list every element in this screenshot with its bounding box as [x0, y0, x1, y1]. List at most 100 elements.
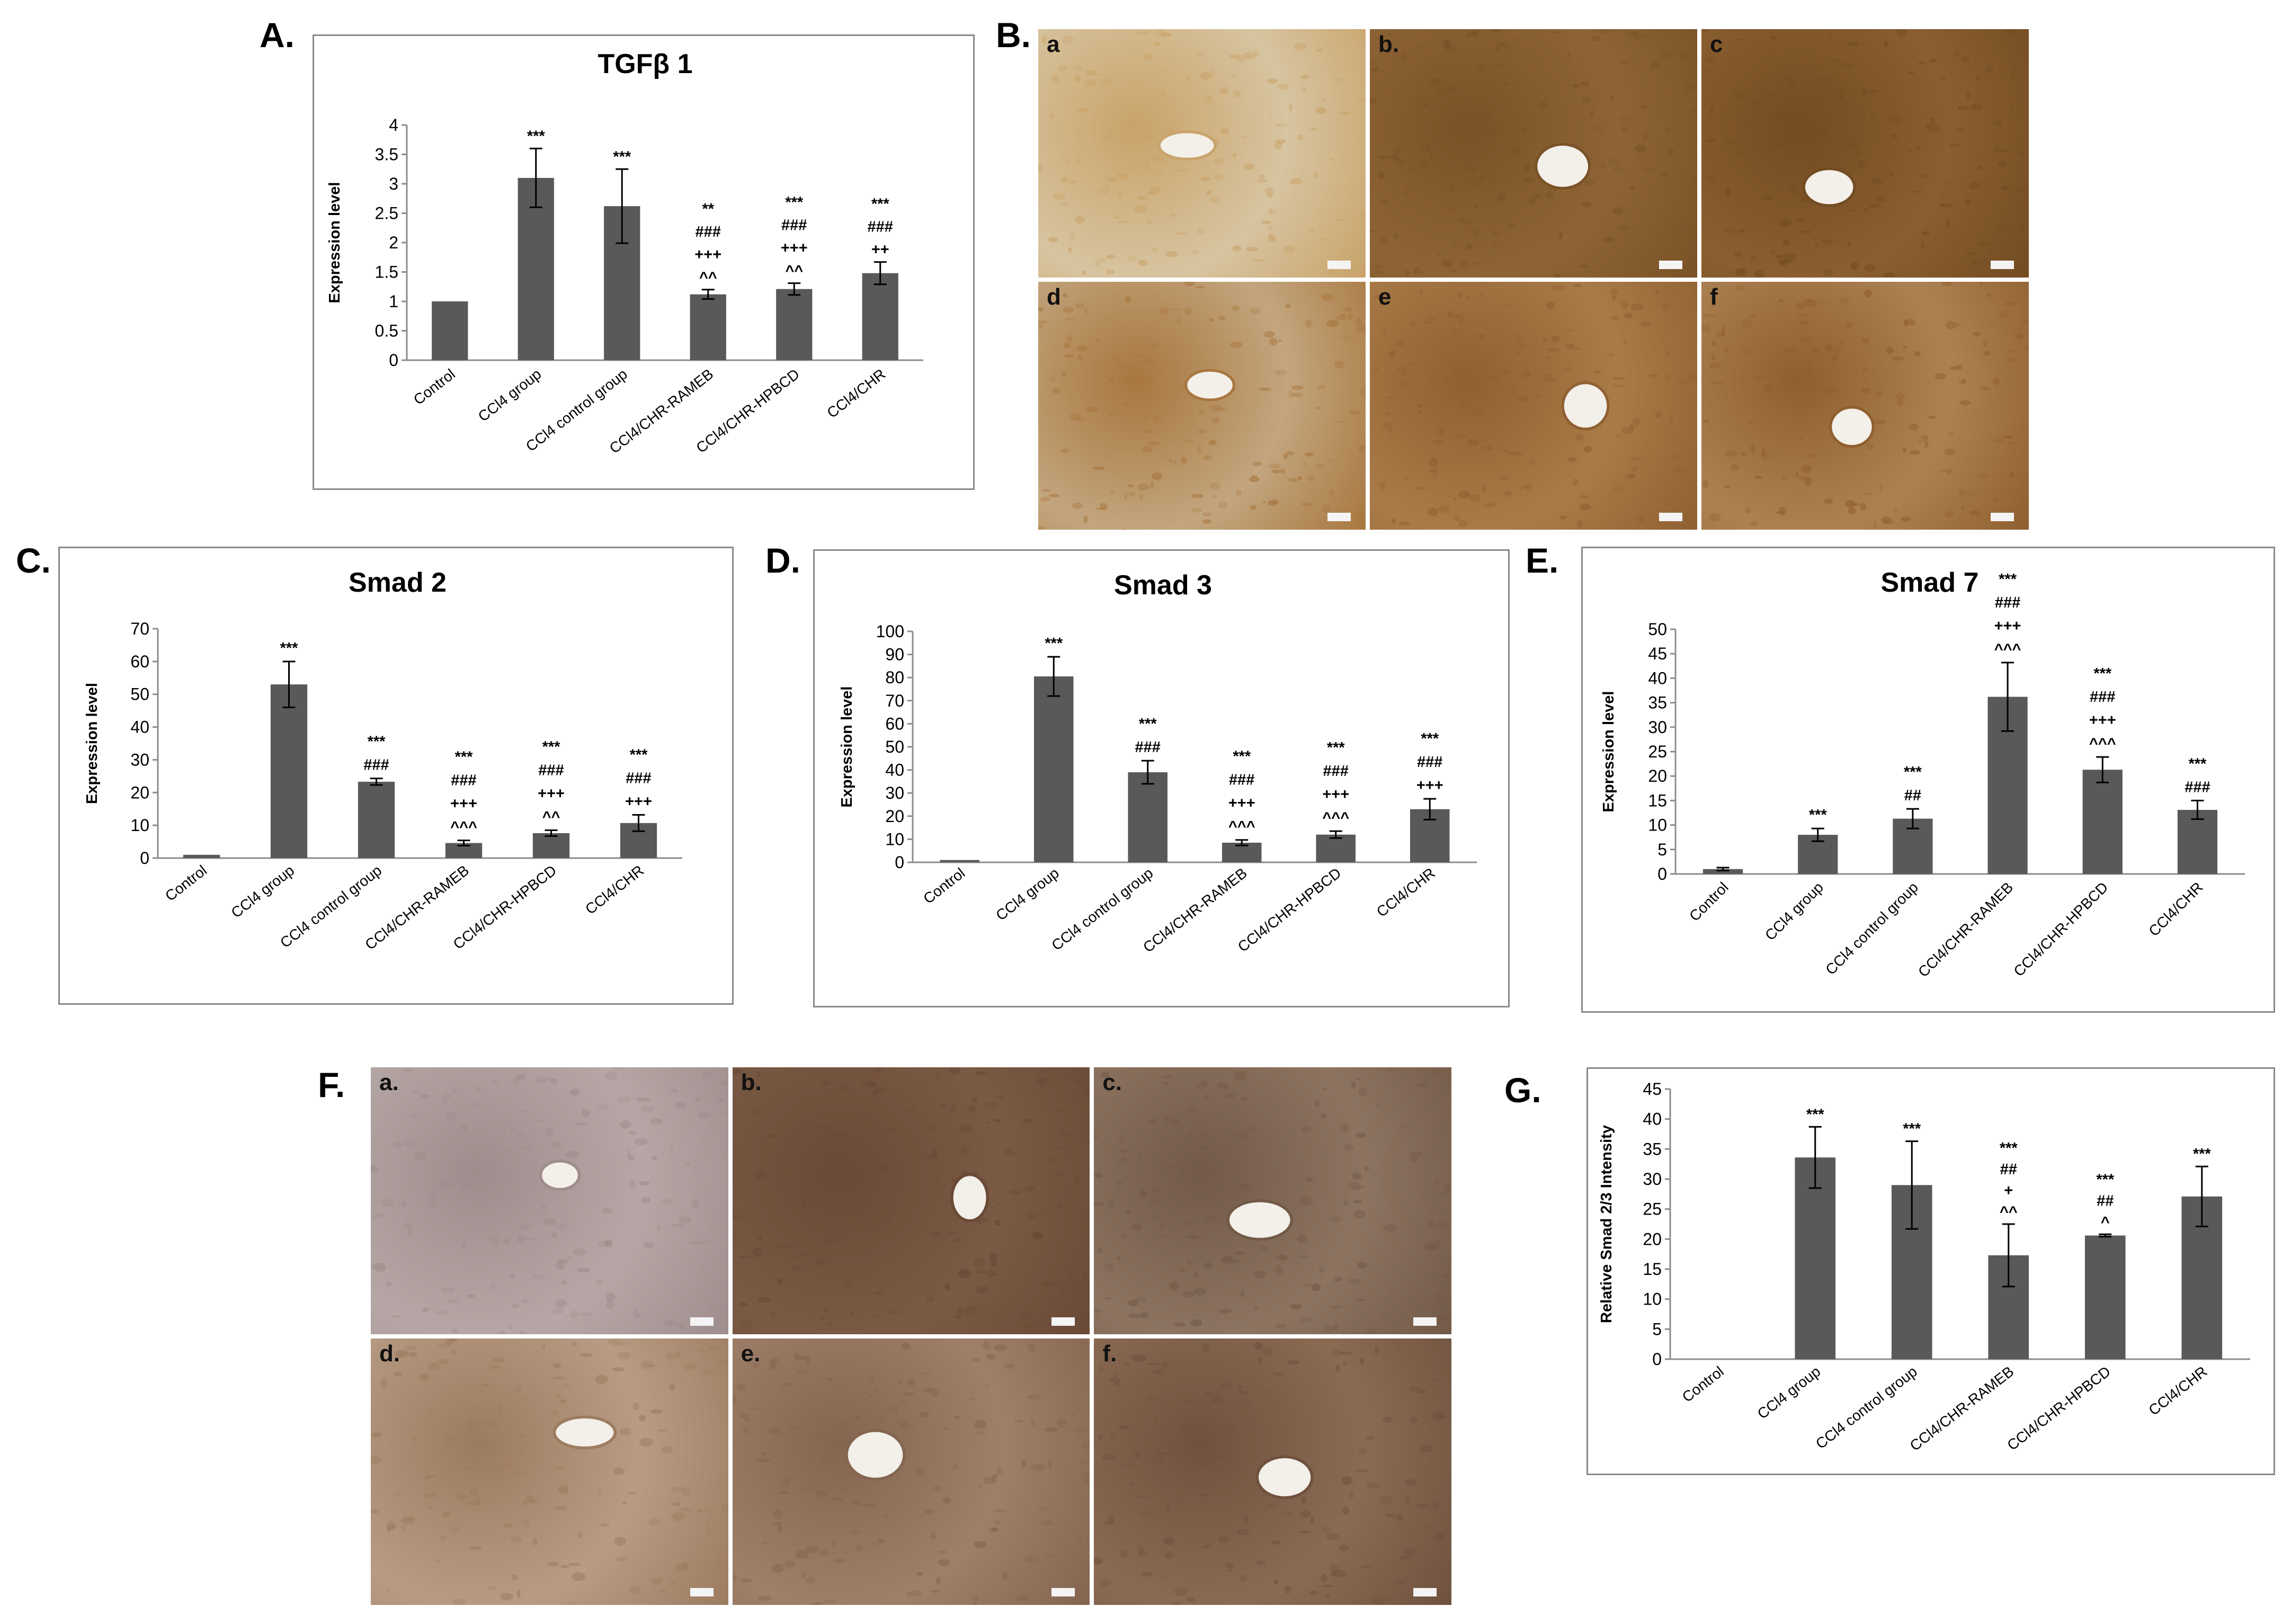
significance-label: ##	[2097, 1192, 2114, 1209]
micrograph-label: e	[1378, 283, 1392, 310]
tissue-texture	[1701, 281, 2029, 530]
y-tick-label: 40	[130, 718, 149, 737]
significance-label: ***	[527, 128, 546, 145]
significance-label: ###	[1229, 772, 1254, 789]
scale-bar	[690, 1317, 714, 1326]
scale-bar	[1327, 260, 1351, 269]
y-tick-label: 60	[130, 652, 149, 671]
y-tick-label: 2.5	[375, 204, 398, 223]
significance-label: ***	[280, 640, 299, 657]
y-tick-label: 0.5	[375, 322, 398, 341]
micrograph-label: e.	[741, 1340, 761, 1367]
category-label: CCl4/CHR-HPBCD	[2010, 879, 2111, 979]
micrograph-b-f: f	[1701, 281, 2029, 530]
y-tick-label: 40	[1648, 668, 1667, 688]
micrograph-label: b.	[741, 1069, 762, 1095]
significance-label: ^^	[542, 808, 560, 825]
chart-a-title: TGFβ 1	[598, 49, 692, 79]
significance-label: +++	[781, 240, 808, 257]
micrograph-grid-f: a. b. c. d. e. f.	[371, 1067, 1451, 1605]
micrograph-label: d	[1047, 283, 1061, 310]
significance-label: ^^^	[2089, 735, 2116, 752]
y-tick-label: 50	[1648, 620, 1667, 639]
micrograph-f-e: e.	[732, 1338, 1090, 1605]
category-label: CCl4/CHR-RAMEB	[1907, 1363, 2017, 1454]
bar-4	[690, 294, 726, 360]
y-tick-label: 10	[130, 816, 149, 835]
micrograph-label: a.	[379, 1069, 399, 1095]
chart-a-svg: TGFβ 1 0 0.5 1 1.5 2 2.5 3 3.5 4 Expression level C…	[326, 49, 923, 457]
tissue-texture	[1038, 281, 1366, 530]
category-label: CCl4/CHR-RAMEB	[1915, 879, 2016, 980]
scale-bar	[1659, 260, 1682, 269]
significance-label: +++	[1994, 618, 2021, 635]
significance-label: ^^^	[1322, 809, 1349, 826]
significance-label: +++	[450, 796, 477, 813]
significance-label: ***	[2096, 1171, 2115, 1188]
significance-label: ***	[2193, 1146, 2212, 1163]
significance-label: ***	[1903, 1121, 1921, 1138]
significance-label: ^	[2101, 1213, 2110, 1230]
tissue-texture	[1038, 29, 1366, 275]
bar-1	[432, 301, 468, 360]
scale-bar	[1413, 1588, 1437, 1596]
y-tick-label: 0	[140, 849, 149, 868]
chart-c-title: Smad 2	[349, 567, 447, 598]
chart-d-frame: Smad 3 0 10 20 30 40 50 60 70 80 90 100 Expression l…	[813, 549, 1510, 1007]
tissue-texture	[732, 1067, 1090, 1329]
significance-label: ^^^	[1228, 818, 1255, 835]
significance-label: ***	[1327, 739, 1345, 756]
scale-bar	[690, 1588, 714, 1596]
tissue-texture	[1094, 1342, 1451, 1605]
category-label: CCl4/CHR	[1374, 864, 1438, 920]
y-tick-label: 80	[885, 668, 904, 687]
panel-label-f: F.	[318, 1065, 345, 1104]
chart-d-svg: Smad 3 0 10 20 30 40 50 60 70 80 90 100 Expression l…	[839, 570, 1477, 956]
chart-e-frame: Smad 7 0 5 10 15 20 25 30 35 40 45 50 Expression lev…	[1581, 547, 2275, 1013]
significance-label: +++	[694, 246, 721, 263]
scale-bar	[1051, 1317, 1075, 1326]
significance-label: ***	[613, 148, 631, 165]
significance-label: ###	[1417, 754, 1442, 771]
y-tick-label: 3	[389, 174, 398, 193]
category-label: CCl4 group	[1762, 879, 1826, 943]
bar-2	[270, 684, 308, 858]
significance-label: ^^	[699, 269, 717, 286]
scale-bar	[1991, 513, 2014, 521]
y-tick-label: 5	[1652, 1319, 1662, 1339]
micrograph-grid-b: a b. c d e f	[1038, 29, 2029, 530]
y-tick-label: 40	[1643, 1110, 1662, 1129]
y-tick-label: 45	[1643, 1079, 1662, 1099]
category-label: CCl4/CHR-HPBCD	[2004, 1363, 2114, 1453]
category-label: Control	[920, 864, 968, 907]
y-tick-label: 60	[885, 714, 904, 733]
y-tick-label: 30	[1643, 1170, 1662, 1189]
significance-label: +++	[1322, 786, 1349, 803]
bar-2	[1033, 676, 1074, 862]
chart-a-ylabel: Expression level	[326, 182, 343, 304]
panel-label-c: C.	[16, 541, 51, 580]
chart-c-svg: Smad 2 0 10 20 30 40 50 60 70 Expression level Con…	[84, 567, 682, 953]
y-tick-label: 15	[1648, 791, 1667, 810]
significance-label: ***	[1999, 571, 2017, 588]
bar-2	[1795, 1157, 1836, 1359]
y-tick-label: 35	[1648, 693, 1667, 712]
significance-label: +++	[2089, 712, 2116, 729]
significance-label: ***	[2000, 1140, 2018, 1157]
significance-label: ***	[2093, 665, 2112, 682]
category-label: CCl4 control group	[1822, 879, 1921, 978]
significance-label: ##	[2000, 1161, 2017, 1178]
bar-1	[1702, 869, 1743, 874]
y-tick-label: 30	[1648, 718, 1667, 737]
y-tick-label: 20	[130, 783, 149, 802]
significance-label: ###	[2185, 779, 2210, 796]
panel-label-b: B.	[996, 15, 1031, 55]
micrograph-f-c: c.	[1094, 1067, 1451, 1334]
micrograph-b-b: b.	[1370, 29, 1697, 278]
significance-label: **	[702, 201, 714, 218]
micrograph-label: c.	[1102, 1069, 1122, 1095]
y-tick-label: 90	[885, 645, 904, 664]
significance-label: ***	[1045, 635, 1063, 652]
y-tick-label: 40	[885, 761, 904, 780]
significance-label: ###	[626, 770, 651, 787]
